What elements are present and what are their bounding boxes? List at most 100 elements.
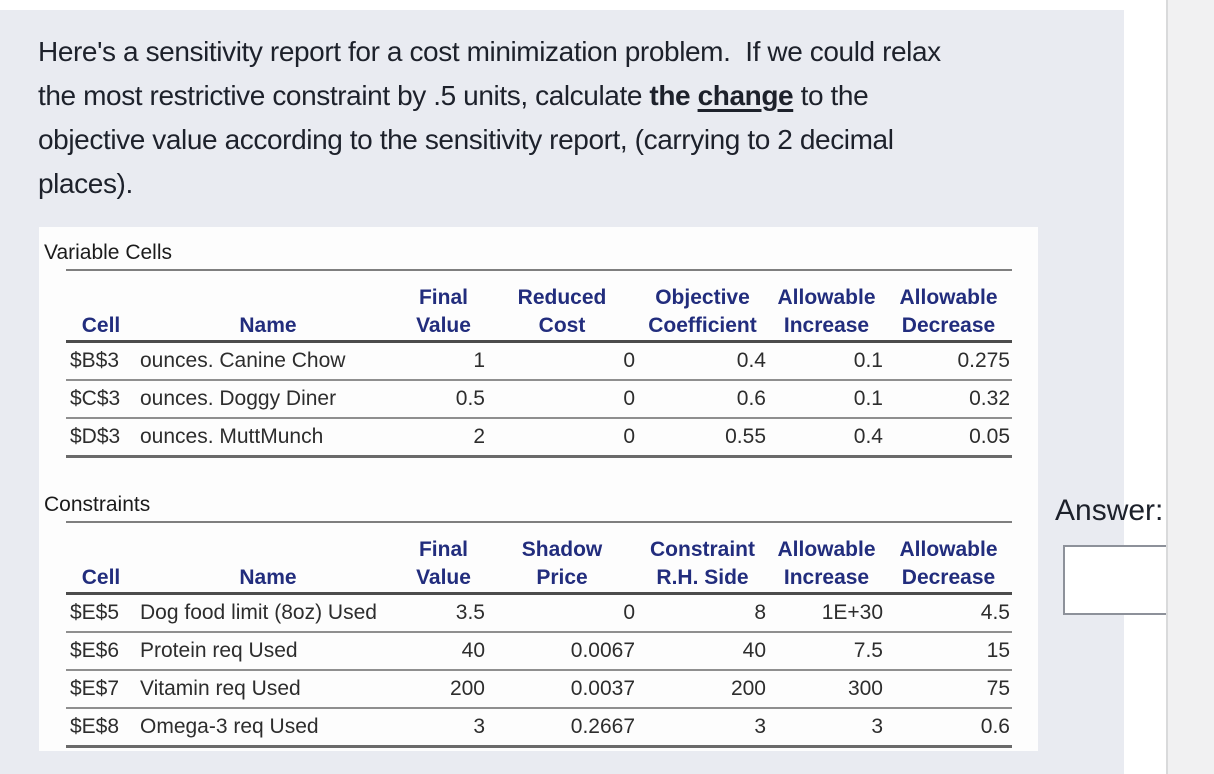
column-header: Increase — [768, 312, 885, 343]
row-name: ounces. Doggy Diner — [136, 380, 400, 419]
section-rule — [66, 521, 1012, 523]
cell-value: 0.6 — [637, 380, 768, 419]
cell-value: 75 — [885, 670, 1012, 709]
column-group-header: Constraint — [650, 538, 755, 561]
row-name: Omega-3 req Used — [136, 708, 400, 748]
question-line: Here's a sensitivity report for a cost m… — [38, 36, 941, 67]
row-name: Vitamin req Used — [136, 670, 400, 709]
cell-ref: $E$8 — [66, 708, 136, 748]
column-group-header-row: Final Shadow Constraint Allowable Allowable — [66, 532, 1012, 564]
row-name: ounces. MuttMunch — [136, 418, 400, 458]
column-header: Price — [487, 564, 637, 595]
column-header: Name — [136, 564, 400, 595]
question-line: the most restrictive constraint by .5 un… — [38, 80, 869, 111]
cell-value: 200 — [637, 670, 768, 709]
cell-ref: $B$3 — [66, 341, 136, 381]
cell-value: 3.5 — [400, 593, 487, 633]
cell-value: 0.1 — [768, 380, 885, 419]
column-group-header: Allowable — [777, 538, 876, 561]
cell-value: 300 — [768, 670, 885, 709]
column-header: Coefficient — [637, 312, 768, 343]
column-header: Value — [400, 312, 487, 343]
cell-value: 0.2667 — [487, 708, 637, 748]
column-header-row: Cell Name Value Price R.H. Side Increase Decre… — [66, 564, 1012, 595]
table-row: $D$3 ounces. MuttMunch 2 0 0.55 0.4 0.05 — [66, 418, 1012, 458]
cell-value: 40 — [637, 632, 768, 671]
table-row: $E$7 Vitamin req Used 200 0.0037 200 300 75 — [66, 670, 1012, 709]
cell-value: 0 — [487, 341, 637, 381]
column-header: Cost — [487, 312, 637, 343]
cell-value: 1E+30 — [768, 593, 885, 633]
cell-value: 7.5 — [768, 632, 885, 671]
column-group-header — [136, 532, 400, 564]
cell-value: 1 — [400, 341, 487, 381]
row-name: ounces. Canine Chow — [136, 341, 400, 381]
row-name: Dog food limit (8oz) Used — [136, 593, 400, 633]
answer-input[interactable] — [1063, 545, 1178, 615]
cell-value: 0.6 — [885, 708, 1012, 748]
question-text: Here's a sensitivity report for a cost m… — [38, 30, 1108, 206]
cell-value: 0.4 — [637, 341, 768, 381]
section-label-constraints: Constraints — [44, 493, 151, 516]
cell-value: 0.0037 — [487, 670, 637, 709]
column-group-header: Allowable — [899, 286, 998, 309]
cell-value: 15 — [885, 632, 1012, 671]
cell-value: 3 — [400, 708, 487, 748]
cell-value: 2 — [400, 418, 487, 458]
table-row: $E$8 Omega-3 req Used 3 0.2667 3 3 0.6 — [66, 708, 1012, 748]
row-name: Protein req Used — [136, 632, 400, 671]
column-group-header: Shadow — [521, 538, 603, 561]
right-gutter-strip — [1166, 0, 1214, 774]
constraints-table: Final Shadow Constraint Allowable Allowable C… — [66, 532, 1012, 748]
column-header: Name — [136, 312, 400, 343]
table-row: $E$5 Dog food limit (8oz) Used 3.5 0 8 1E+30 4… — [66, 593, 1012, 633]
column-group-header: Reduced — [517, 286, 607, 309]
cell-value: 0.275 — [885, 341, 1012, 381]
column-header: Increase — [768, 564, 885, 595]
cell-value: 0 — [487, 418, 637, 458]
cell-value: 0.1 — [768, 341, 885, 381]
cell-value: 4.5 — [885, 593, 1012, 633]
cell-ref: $E$7 — [66, 670, 136, 709]
section-label-variable-cells: Variable Cells — [44, 241, 172, 264]
cell-value: 0.05 — [885, 418, 1012, 458]
column-header-row: Cell Name Value Cost Coefficient Increase Decr… — [66, 312, 1012, 343]
cell-ref: $D$3 — [66, 418, 136, 458]
column-group-header-row: Final Reduced Objective Allowable Allowable — [66, 280, 1012, 312]
section-rule — [66, 269, 1012, 271]
cell-value: 0 — [487, 593, 637, 633]
column-header: Decrease — [885, 564, 1012, 595]
column-group-header — [66, 280, 136, 312]
table-row: $C$3 ounces. Doggy Diner 0.5 0 0.6 0.1 0.32 — [66, 380, 1012, 419]
column-header: Cell — [66, 312, 136, 343]
cell-value: 0.4 — [768, 418, 885, 458]
cell-ref: $E$5 — [66, 593, 136, 633]
column-group-header: Objective — [655, 286, 750, 309]
cell-ref: $E$6 — [66, 632, 136, 671]
column-header: Value — [400, 564, 487, 595]
cell-value: 40 — [400, 632, 487, 671]
cell-value: 3 — [768, 708, 885, 748]
answer-label: Answer: — [1055, 494, 1164, 527]
constraints-section: Constraints Final Shadow Constraint Allowab… — [39, 492, 1038, 748]
column-group-header: Final — [418, 286, 468, 309]
column-group-header: Final — [418, 538, 468, 561]
cell-value: 3 — [637, 708, 768, 748]
question-line: objective value according to the sensiti… — [38, 124, 894, 155]
cell-value: 0.32 — [885, 380, 1012, 419]
question-line: places). — [38, 168, 133, 199]
cell-value: 8 — [637, 593, 768, 633]
column-group-header — [136, 280, 400, 312]
table-row: $B$3 ounces. Canine Chow 1 0 0.4 0.1 0.275 — [66, 341, 1012, 381]
variable-cells-section: Variable Cells Final Reduced Objective Allo… — [39, 240, 1038, 458]
sensitivity-report-card: Variable Cells Final Reduced Objective Allo… — [39, 227, 1038, 751]
cell-value: 0.5 — [400, 380, 487, 419]
column-group-header: Allowable — [899, 538, 998, 561]
column-group-header — [66, 532, 136, 564]
column-group-header: Allowable — [777, 286, 876, 309]
cell-value: 0.0067 — [487, 632, 637, 671]
column-header: Decrease — [885, 312, 1012, 343]
column-header: Cell — [66, 564, 136, 595]
cell-ref: $C$3 — [66, 380, 136, 419]
